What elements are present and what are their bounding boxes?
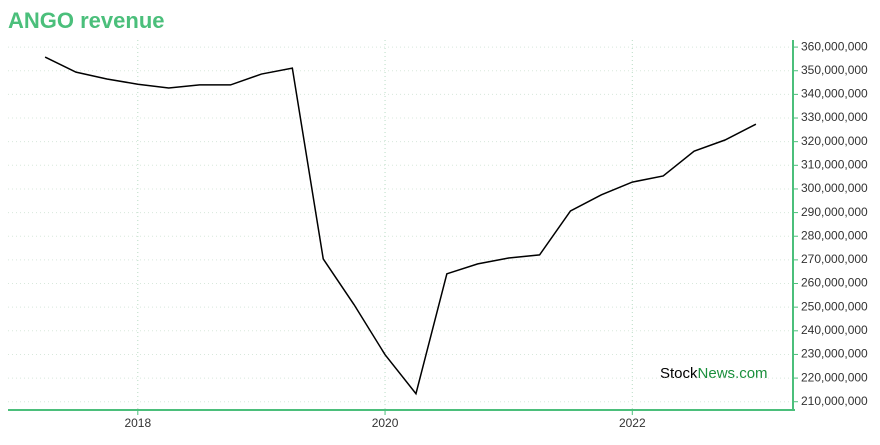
- y-tick-label: 240,000,000: [801, 323, 868, 337]
- y-tick-label: 210,000,000: [801, 394, 868, 408]
- x-tick-label: 2020: [372, 416, 399, 430]
- y-tick-label: 330,000,000: [801, 110, 868, 124]
- chart-title: ANGO revenue: [8, 8, 165, 33]
- y-tick-label: 270,000,000: [801, 252, 868, 266]
- y-tick-label: 260,000,000: [801, 276, 868, 290]
- y-tick-label: 360,000,000: [801, 39, 868, 53]
- watermark-stock: Stock: [660, 365, 698, 382]
- y-tick-label: 310,000,000: [801, 157, 868, 171]
- y-tick-label: 280,000,000: [801, 228, 868, 242]
- y-tick-label: 290,000,000: [801, 205, 868, 219]
- line: [44, 56, 757, 396]
- x-tick-label: 2018: [124, 416, 151, 430]
- x-tick-label: 2022: [619, 416, 646, 430]
- watermark: StockNews.com: [660, 365, 768, 382]
- y-tick-label: 230,000,000: [801, 347, 868, 361]
- y-tick-label: 340,000,000: [801, 87, 868, 101]
- y-tick-label: 300,000,000: [801, 181, 868, 195]
- y-tick-label: 350,000,000: [801, 63, 868, 77]
- watermark-news: News.com: [698, 365, 768, 382]
- y-tick-label: 220,000,000: [801, 370, 868, 384]
- y-tick-label: 250,000,000: [801, 299, 868, 313]
- y-tick-label: 320,000,000: [801, 134, 868, 148]
